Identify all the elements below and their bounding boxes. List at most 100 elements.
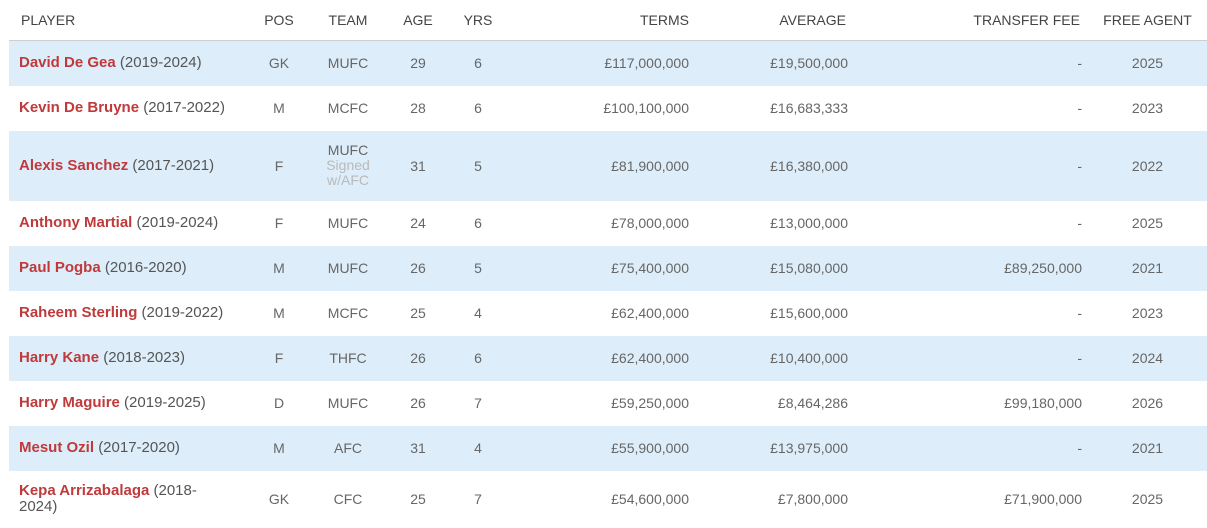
table-row: Kepa Arrizabalaga (2018-2024) GK CFC 25 … — [9, 470, 1207, 528]
column-header-pos[interactable]: POS — [241, 0, 317, 41]
team-code: MUFC — [327, 259, 369, 276]
free-agent-cell: 2022 — [1088, 130, 1207, 201]
team-cell: MUFC Signed w/AFC — [317, 130, 379, 201]
yrs-cell: 5 — [457, 130, 499, 201]
team-code: THFC — [329, 349, 367, 366]
pos-cell: M — [241, 425, 317, 471]
yrs-cell: 5 — [457, 245, 499, 291]
column-header-average[interactable]: AVERAGE — [695, 0, 872, 41]
average-cell: £16,683,333 — [695, 85, 872, 131]
age-cell: 26 — [379, 380, 457, 426]
player-name-link[interactable]: Anthony Martial — [19, 214, 133, 231]
team-cell: MUFC — [317, 245, 379, 291]
age-cell: 25 — [379, 290, 457, 336]
table-row: Alexis Sanchez (2017-2021) F MUFC Signed … — [9, 130, 1207, 201]
yrs-cell: 7 — [457, 380, 499, 426]
contract-years: (2019-2022) — [141, 304, 224, 321]
free-agent-cell: 2025 — [1088, 200, 1207, 246]
column-header-free-agent[interactable]: FREE AGENT — [1088, 0, 1207, 41]
age-cell: 31 — [379, 425, 457, 471]
player-name-link[interactable]: Raheem Sterling — [19, 304, 138, 321]
average-cell: £13,000,000 — [695, 200, 872, 246]
player-name-link[interactable]: Mesut Ozil — [19, 439, 95, 456]
transfer-fee-cell: £89,250,000 — [872, 245, 1088, 291]
transfer-fee-cell: - — [872, 425, 1088, 471]
team-code: MUFC — [327, 214, 369, 231]
player-name-link[interactable]: Paul Pogba — [19, 259, 101, 276]
table-row: Kevin De Bruyne (2017-2022) M MCFC 28 6 … — [9, 85, 1207, 131]
player-cell: Mesut Ozil (2017-2020) — [9, 425, 241, 471]
team-cell: MCFC — [317, 290, 379, 336]
column-header-terms[interactable]: TERMS — [499, 0, 695, 41]
player-cell: Harry Kane (2018-2023) — [9, 335, 241, 381]
team-cell: MUFC — [317, 380, 379, 426]
column-header-yrs[interactable]: YRS — [457, 0, 499, 41]
average-cell: £13,975,000 — [695, 425, 872, 471]
age-cell: 24 — [379, 200, 457, 246]
column-header-player[interactable]: PLAYER — [9, 0, 241, 41]
player-cell: Kepa Arrizabalaga (2018-2024) — [9, 470, 241, 528]
player-name-link[interactable]: David De Gea — [19, 54, 116, 72]
average-cell: £7,800,000 — [695, 470, 872, 528]
team-code: MUFC — [327, 54, 369, 71]
table-row: David De Gea (2019-2024) GK MUFC 29 6 £1… — [9, 40, 1207, 86]
team-code: AFC — [334, 439, 362, 456]
contract-years: (2017-2022) — [143, 99, 225, 116]
yrs-cell: 4 — [457, 290, 499, 336]
transfer-fee-cell: - — [872, 335, 1088, 381]
terms-cell: £81,900,000 — [499, 130, 695, 201]
column-header-transfer-fee[interactable]: TRANSFER FEE — [872, 0, 1088, 41]
team-code: MCFC — [327, 99, 369, 116]
contract-years: (2017-2021) — [132, 156, 215, 174]
yrs-cell: 6 — [457, 85, 499, 131]
transfer-fee-cell: - — [872, 290, 1088, 336]
average-cell: £16,380,000 — [695, 130, 872, 201]
contract-years: (2016-2020) — [104, 259, 187, 276]
contract-years: (2018-2024) — [19, 482, 197, 515]
free-agent-cell: 2025 — [1088, 470, 1207, 528]
column-header-age[interactable]: AGE — [379, 0, 457, 41]
table-row: Harry Maguire (2019-2025) D MUFC 26 7 £5… — [9, 380, 1207, 426]
free-agent-cell: 2023 — [1088, 85, 1207, 131]
free-agent-cell: 2026 — [1088, 380, 1207, 426]
terms-cell: £75,400,000 — [499, 245, 695, 291]
pos-cell: F — [241, 200, 317, 246]
free-agent-cell: 2023 — [1088, 290, 1207, 336]
terms-cell: £62,400,000 — [499, 290, 695, 336]
terms-cell: £59,250,000 — [499, 380, 695, 426]
contracts-table: PLAYER POS TEAM AGE YRS TERMS AVERAGE TR… — [9, 0, 1207, 528]
contract-years: (2019-2024) — [136, 214, 219, 231]
player-name-link[interactable]: Harry Maguire — [19, 394, 120, 411]
player-name-link[interactable]: Kepa Arrizabalaga — [19, 482, 150, 499]
transfer-fee-cell: - — [872, 130, 1088, 201]
yrs-cell: 4 — [457, 425, 499, 471]
player-cell: Paul Pogba (2016-2020) — [9, 245, 241, 291]
contract-years: (2018-2023) — [103, 349, 185, 366]
column-header-team[interactable]: TEAM — [317, 0, 379, 41]
player-name-link[interactable]: Alexis Sanchez — [19, 156, 129, 174]
team-code: CFC — [333, 490, 363, 507]
terms-cell: £62,400,000 — [499, 335, 695, 381]
player-name-link[interactable]: Harry Kane — [19, 349, 100, 366]
age-cell: 28 — [379, 85, 457, 131]
team-cell: MUFC — [317, 200, 379, 246]
free-agent-cell: 2021 — [1088, 425, 1207, 471]
table-body: David De Gea (2019-2024) GK MUFC 29 6 £1… — [9, 40, 1207, 528]
player-cell: Alexis Sanchez (2017-2021) — [9, 130, 241, 201]
pos-cell: GK — [241, 470, 317, 528]
average-cell: £8,464,286 — [695, 380, 872, 426]
pos-cell: M — [241, 245, 317, 291]
table-row: Paul Pogba (2016-2020) M MUFC 26 5 £75,4… — [9, 245, 1207, 291]
terms-cell: £117,000,000 — [499, 40, 695, 86]
terms-cell: £55,900,000 — [499, 425, 695, 471]
player-cell: Raheem Sterling (2019-2022) — [9, 290, 241, 336]
player-name-link[interactable]: Kevin De Bruyne — [19, 99, 140, 116]
team-cell: AFC — [317, 425, 379, 471]
team-cell: THFC — [317, 335, 379, 381]
table-row: Raheem Sterling (2019-2022) M MCFC 25 4 … — [9, 290, 1207, 336]
player-cell: Anthony Martial (2019-2024) — [9, 200, 241, 246]
free-agent-cell: 2025 — [1088, 40, 1207, 86]
pos-cell: F — [241, 335, 317, 381]
terms-cell: £78,000,000 — [499, 200, 695, 246]
yrs-cell: 7 — [457, 470, 499, 528]
